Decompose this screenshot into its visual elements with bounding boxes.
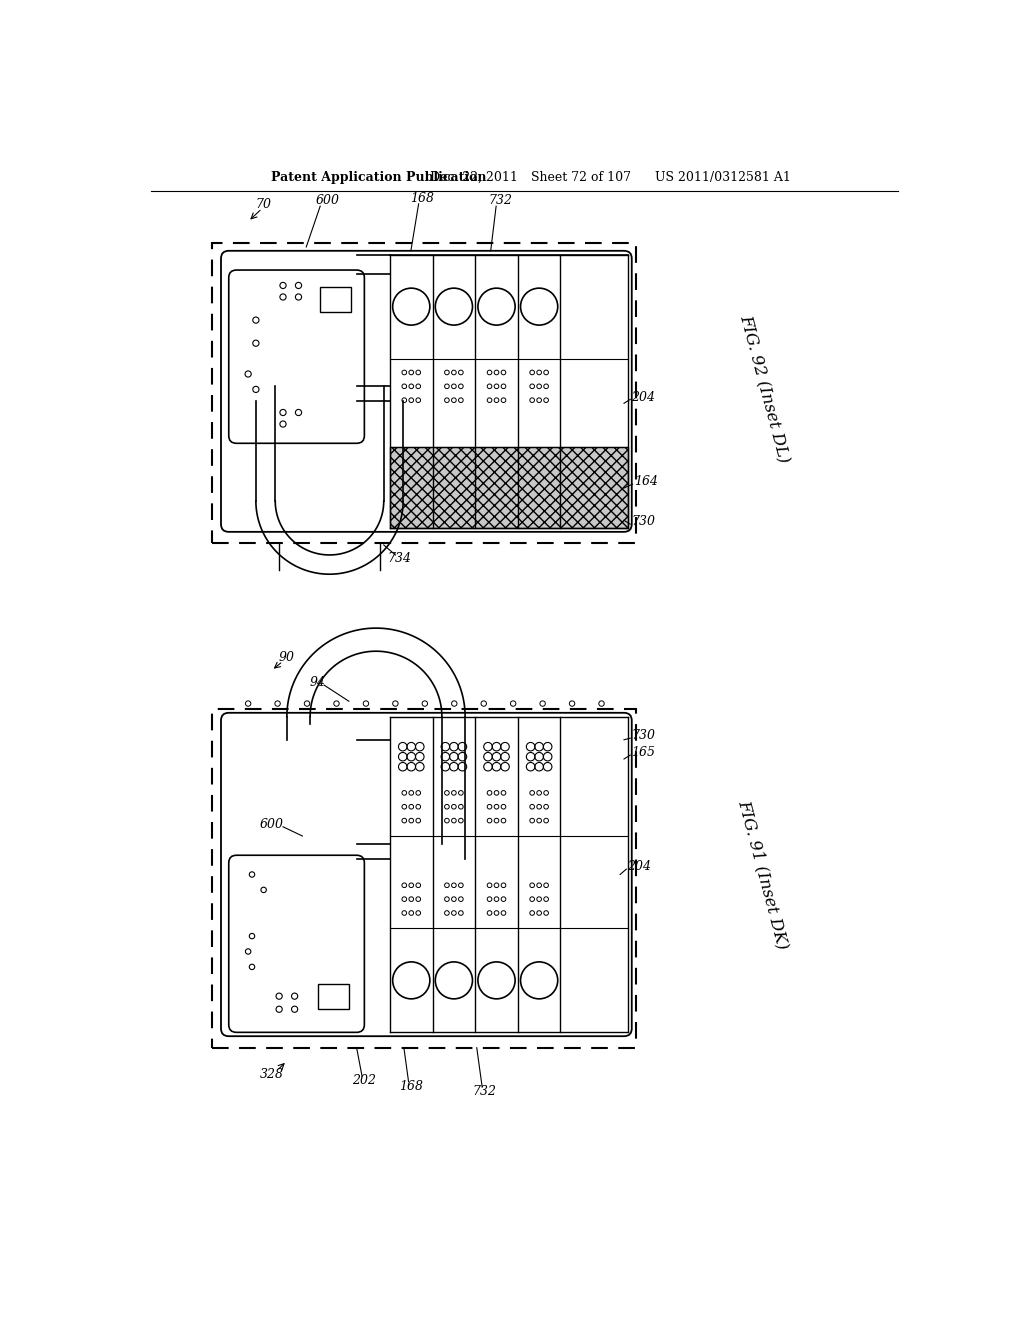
Text: 600: 600 <box>259 818 284 832</box>
Text: 70: 70 <box>256 198 271 211</box>
Text: 600: 600 <box>316 194 340 207</box>
Text: 90: 90 <box>279 651 295 664</box>
Text: FIG. 91 (Inset DK): FIG. 91 (Inset DK) <box>735 797 792 952</box>
Text: 164: 164 <box>634 475 657 488</box>
Text: Dec. 22, 2011: Dec. 22, 2011 <box>430 172 518 185</box>
Text: 734: 734 <box>387 552 412 565</box>
Text: 165: 165 <box>632 746 655 759</box>
Text: 730: 730 <box>632 730 655 742</box>
Text: Patent Application Publication: Patent Application Publication <box>271 172 486 185</box>
Text: 204: 204 <box>628 861 651 874</box>
Text: 202: 202 <box>352 1074 377 1088</box>
Bar <box>390 447 628 528</box>
Text: 94: 94 <box>310 676 326 689</box>
Bar <box>321 286 351 313</box>
Text: 732: 732 <box>472 1085 497 1098</box>
Text: 204: 204 <box>632 391 655 404</box>
Text: 730: 730 <box>632 515 655 528</box>
Text: Sheet 72 of 107: Sheet 72 of 107 <box>531 172 631 185</box>
Text: FIG. 92 (Inset DL): FIG. 92 (Inset DL) <box>735 313 792 466</box>
Text: 168: 168 <box>411 191 434 205</box>
Text: US 2011/0312581 A1: US 2011/0312581 A1 <box>655 172 791 185</box>
Text: 732: 732 <box>488 194 512 207</box>
Text: 168: 168 <box>399 1080 423 1093</box>
Text: 328: 328 <box>259 1068 284 1081</box>
Bar <box>212 243 636 544</box>
Bar <box>317 983 349 1010</box>
Bar <box>212 709 636 1048</box>
